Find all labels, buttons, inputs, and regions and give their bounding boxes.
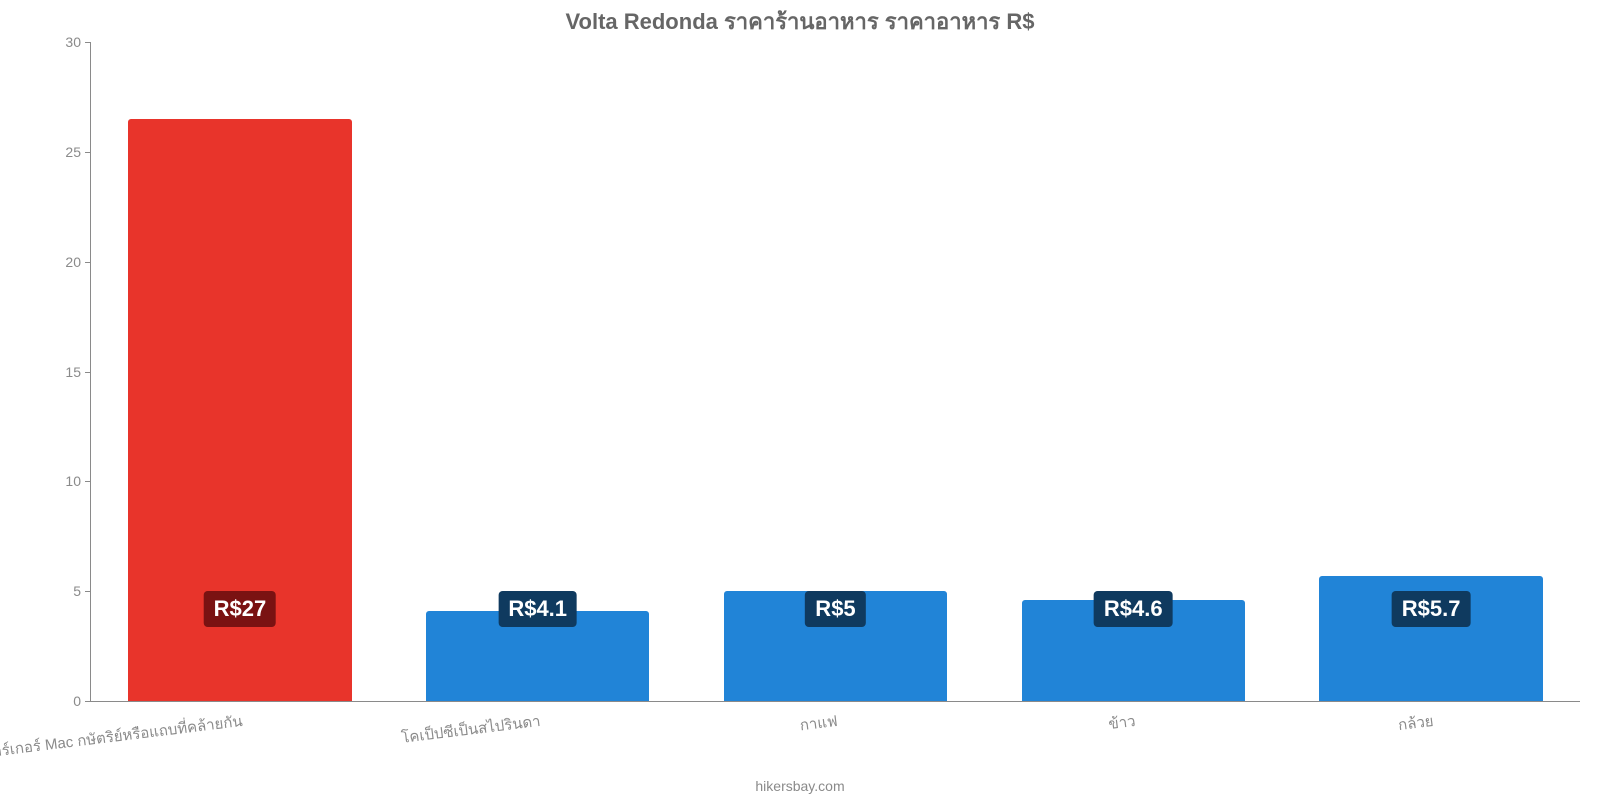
y-tick-label: 5: [73, 583, 91, 599]
value-badge: R$5: [805, 591, 865, 627]
bar-slot: R$4.1โคเป็ปซีเป็นสไปรินดา: [389, 42, 687, 701]
category-label: กาแฟ: [798, 701, 839, 737]
bars-row: R$27เบอร์เกอร์ Mac กษัตริย์หรือแถบที่คล้…: [91, 42, 1580, 701]
y-tick-label: 15: [65, 364, 91, 380]
category-label: เบอร์เกอร์ Mac กษัตริย์หรือแถบที่คล้ายกั…: [0, 701, 244, 765]
value-badge: R$27: [204, 591, 277, 627]
value-badge: R$4.1: [498, 591, 577, 627]
y-tick-label: 25: [65, 144, 91, 160]
bar-slot: R$5กาแฟ: [687, 42, 985, 701]
bar-slot: R$4.6ข้าว: [984, 42, 1282, 701]
category-label: ข้าว: [1106, 701, 1137, 736]
category-label: กล้วย: [1396, 701, 1435, 737]
value-badge: R$4.6: [1094, 591, 1173, 627]
plot-area: R$27เบอร์เกอร์ Mac กษัตริย์หรือแถบที่คล้…: [90, 42, 1580, 702]
chart-container: Volta Redonda ราคาร้านอาหาร ราคาอาหาร R$…: [0, 0, 1600, 800]
chart-title: Volta Redonda ราคาร้านอาหาร ราคาอาหาร R$: [0, 4, 1600, 39]
y-tick-label: 20: [65, 254, 91, 270]
bar-slot: R$5.7กล้วย: [1282, 42, 1580, 701]
value-badge: R$5.7: [1392, 591, 1471, 627]
bar-slot: R$27เบอร์เกอร์ Mac กษัตริย์หรือแถบที่คล้…: [91, 42, 389, 701]
y-tick-label: 10: [65, 473, 91, 489]
category-label: โคเป็ปซีเป็นสไปรินดา: [399, 701, 542, 750]
y-tick-label: 30: [65, 34, 91, 50]
y-tick-label: 0: [73, 693, 91, 709]
attribution: hikersbay.com: [0, 778, 1600, 794]
